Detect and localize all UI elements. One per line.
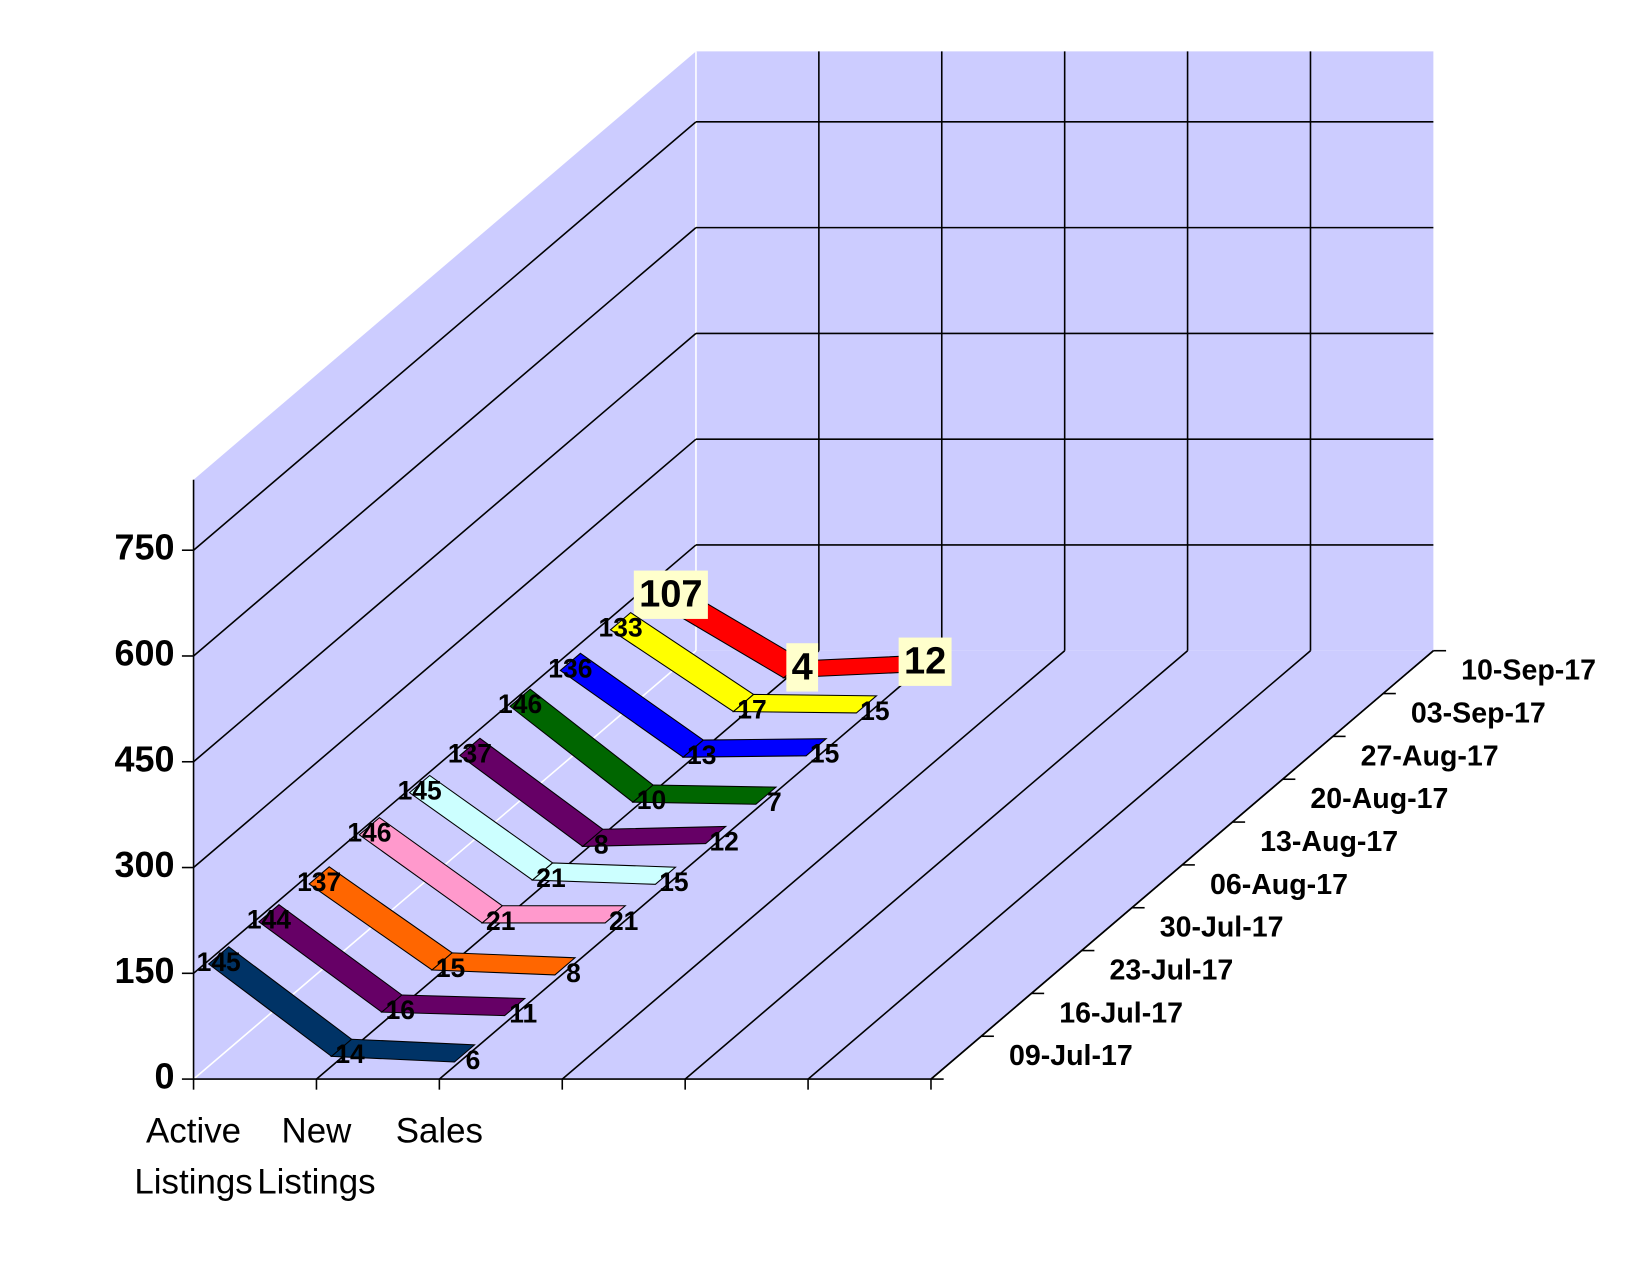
- floor-line: [561, 650, 1066, 1080]
- data-label: 10: [637, 785, 666, 815]
- data-label: 145: [197, 947, 241, 977]
- series-label: 16-Jul-17: [1059, 997, 1183, 1029]
- series-label: 10-Sep-17: [1461, 655, 1596, 687]
- data-label: 4: [792, 646, 813, 688]
- data-label: 136: [548, 653, 592, 683]
- data-label: 146: [347, 818, 391, 848]
- data-label: 16: [386, 995, 415, 1025]
- data-label: 146: [498, 689, 542, 719]
- grid-line: [193, 227, 697, 657]
- data-label: 21: [486, 906, 515, 936]
- ribbon-segment: [631, 784, 778, 805]
- series-label: 30-Jul-17: [1160, 912, 1284, 944]
- grid-line: [193, 438, 697, 869]
- left-wall: [193, 51, 696, 1080]
- x-tick-label: Active Listings: [134, 1110, 253, 1201]
- data-label: 8: [566, 958, 581, 988]
- y-tick-label: 450: [115, 738, 175, 779]
- x-tick-label-box: Active Listings: [134, 1110, 253, 1201]
- data-label: 7: [767, 787, 782, 817]
- data-label: 17: [737, 694, 766, 724]
- x-tick-label-box: New Listings: [257, 1110, 376, 1201]
- data-label: 137: [297, 867, 341, 897]
- x-tick-label: Sales: [395, 1110, 484, 1150]
- floor-line: [684, 650, 1189, 1080]
- series-label: 27-Aug-17: [1361, 740, 1499, 772]
- series-label: 23-Jul-17: [1109, 955, 1233, 987]
- series-label: 20-Aug-17: [1310, 783, 1448, 815]
- data-label: 6: [466, 1045, 481, 1075]
- grid-line: [193, 544, 697, 974]
- floor-line: [807, 650, 1311, 1080]
- grid-line: [193, 121, 697, 551]
- data-label: 133: [599, 613, 643, 643]
- data-label: 11: [509, 999, 537, 1029]
- ribbon-segment: [480, 905, 627, 924]
- ribbon-segment: [531, 862, 677, 885]
- ribbon-segment: [732, 693, 878, 714]
- series-label: 03-Sep-17: [1411, 698, 1546, 730]
- x-tick-label-box: Sales: [395, 1110, 484, 1150]
- data-label: 13: [687, 740, 716, 770]
- y-tick-label: 0: [155, 1056, 175, 1097]
- floor-line: [438, 650, 943, 1080]
- series-label: 09-Jul-17: [1009, 1040, 1133, 1072]
- grid-line: [193, 332, 697, 763]
- data-label: 15: [860, 696, 889, 726]
- ribbon-segment: [581, 825, 728, 847]
- data-label: 15: [659, 867, 688, 897]
- data-label: 21: [609, 906, 638, 936]
- data-label: 12: [709, 826, 738, 856]
- data-label: 137: [448, 738, 492, 768]
- data-label: 107: [639, 574, 703, 616]
- ribbon-segment: [430, 952, 577, 976]
- y-tick-label: 750: [115, 527, 175, 568]
- y-tick-label: 150: [115, 950, 175, 991]
- ribbon-segment: [330, 1038, 476, 1063]
- data-label: 15: [810, 739, 839, 769]
- y-tick-label: 600: [115, 632, 175, 673]
- data-label: 21: [536, 863, 565, 893]
- data-label: 145: [398, 776, 442, 806]
- data-label-box: [633, 570, 708, 619]
- data-label: 15: [436, 953, 465, 983]
- series-label: 06-Aug-17: [1210, 869, 1348, 901]
- data-label: 14: [335, 1039, 365, 1069]
- y-tick-label: 300: [115, 844, 175, 885]
- data-label-box: [786, 643, 819, 692]
- series-label: 13-Aug-17: [1260, 826, 1398, 858]
- ribbon-segment: [681, 738, 828, 758]
- ribbon-segment: [380, 994, 527, 1017]
- x-tick-label: New Listings: [257, 1110, 376, 1201]
- data-label: 144: [247, 905, 291, 935]
- data-label-box: [898, 637, 952, 686]
- data-label: 12: [904, 641, 946, 683]
- data-label: 8: [594, 829, 609, 859]
